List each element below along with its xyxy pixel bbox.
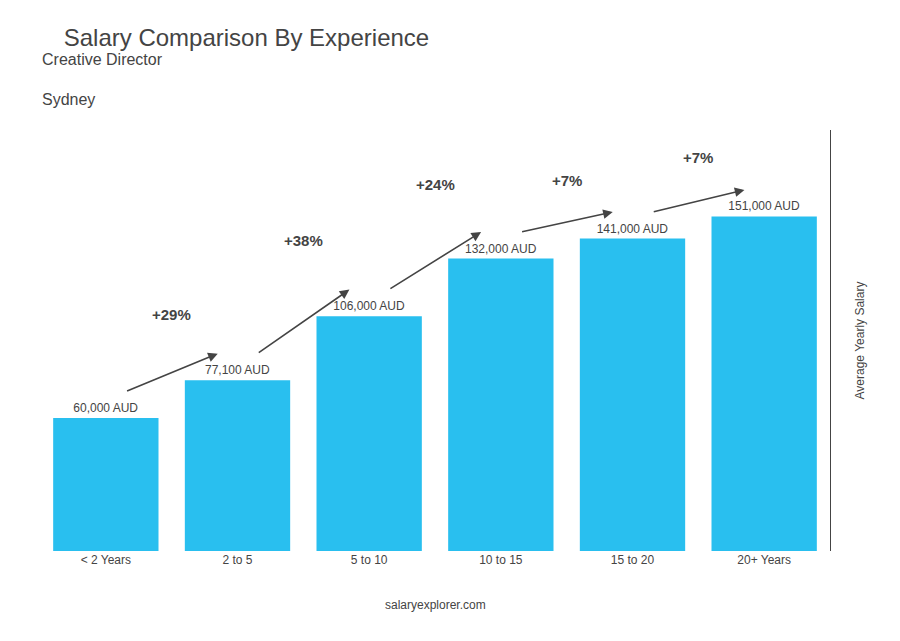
svg-text:+7%: +7%	[552, 172, 582, 189]
svg-text:5 to 10: 5 to 10	[351, 553, 388, 567]
svg-text:15 to 20: 15 to 20	[611, 553, 655, 567]
svg-text:77,100 AUD: 77,100 AUD	[205, 363, 270, 377]
svg-text:60,000 AUD: 60,000 AUD	[73, 401, 138, 415]
svg-text:Sydney: Sydney	[42, 91, 95, 108]
svg-text:132,000 AUD: 132,000 AUD	[465, 242, 537, 256]
svg-text:Creative Director: Creative Director	[42, 51, 163, 68]
svg-text:+29%: +29%	[152, 306, 191, 323]
svg-text:141,000 AUD: 141,000 AUD	[597, 222, 669, 236]
svg-text:10 to 15: 10 to 15	[479, 553, 523, 567]
svg-text:20+ Years: 20+ Years	[737, 553, 791, 567]
svg-text:2 to 5: 2 to 5	[222, 553, 252, 567]
svg-text:< 2 Years: < 2 Years	[81, 553, 131, 567]
svg-text:+38%: +38%	[284, 232, 323, 249]
svg-text:151,000 AUD: 151,000 AUD	[728, 199, 800, 213]
svg-text:Salary Comparison By Experienc: Salary Comparison By Experience	[64, 24, 430, 51]
svg-text:+24%: +24%	[416, 176, 455, 193]
svg-text:106,000 AUD: 106,000 AUD	[333, 299, 405, 313]
svg-text:salaryexplorer.com: salaryexplorer.com	[385, 598, 486, 612]
svg-text:+7%: +7%	[683, 149, 713, 166]
svg-text:Average Yearly Salary: Average Yearly Salary	[853, 282, 867, 400]
